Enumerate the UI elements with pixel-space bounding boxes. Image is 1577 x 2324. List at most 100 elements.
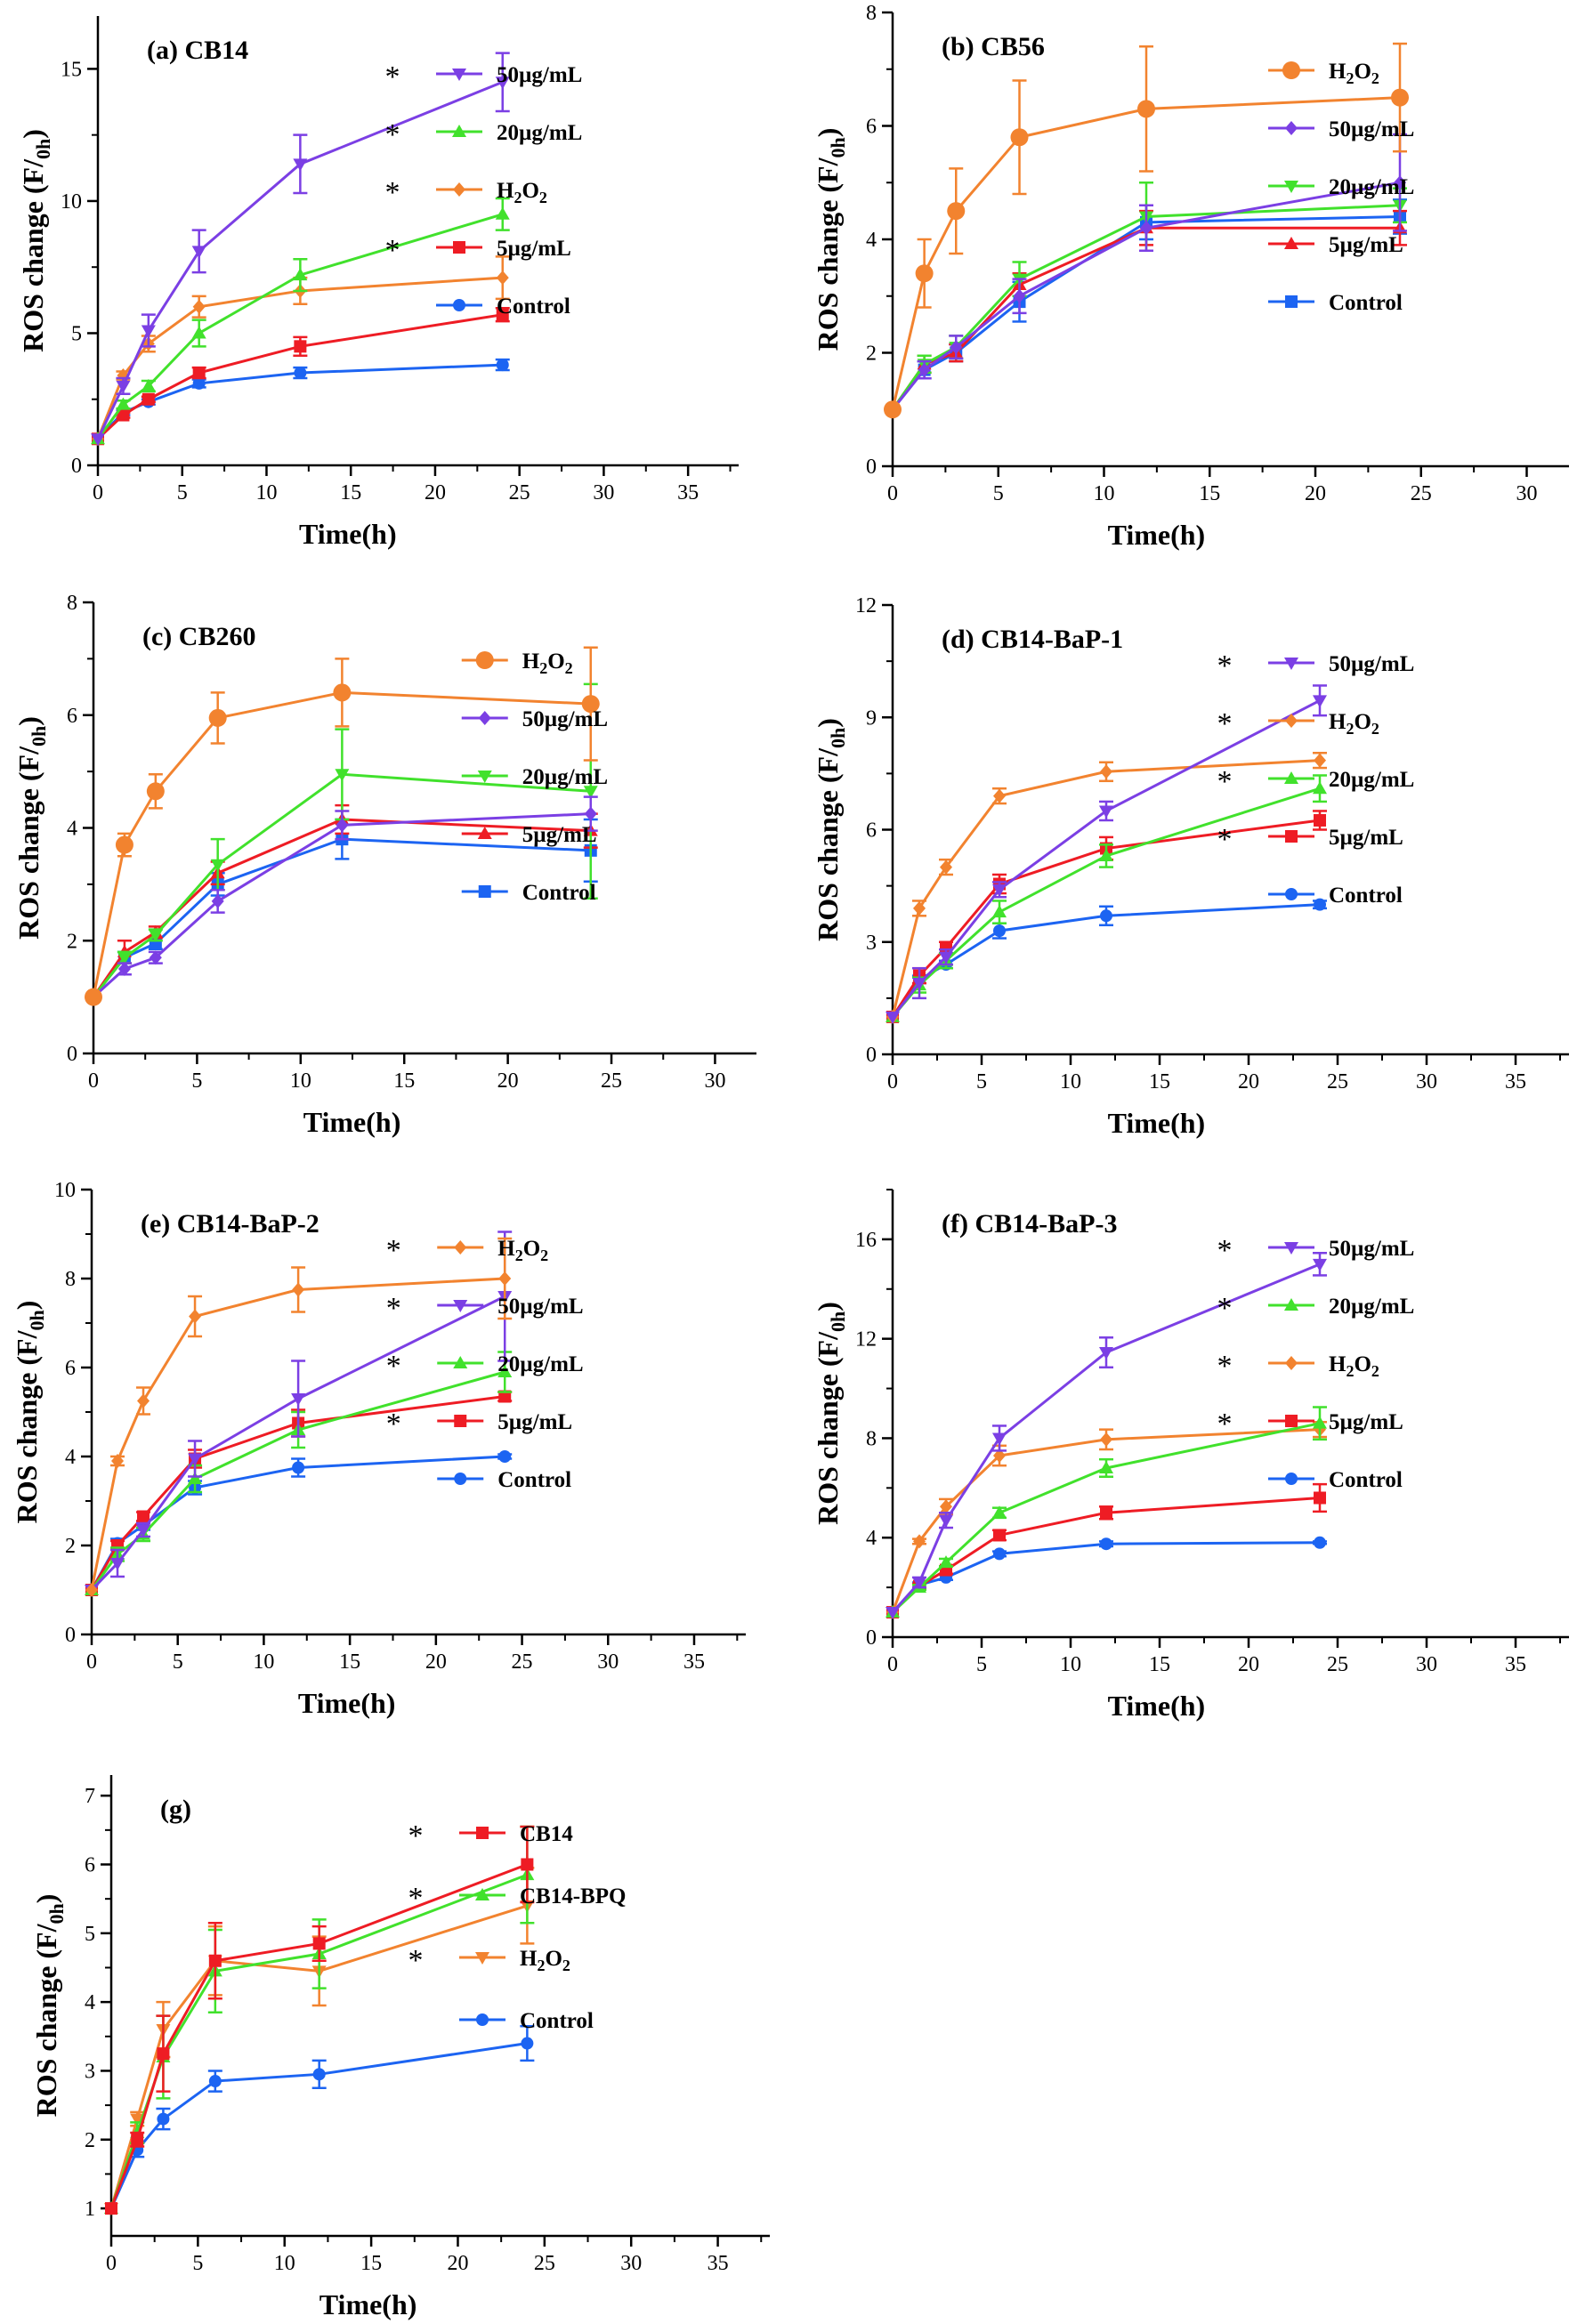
data-point [498,1450,512,1463]
x-tick-label: 5 [177,481,188,504]
legend-item-50ug-ml-marker [478,711,491,725]
data-point [111,1454,125,1468]
data-point [142,392,155,406]
panel-title: (a) CB14 [147,36,248,65]
data-point [157,2047,170,2061]
series-line [109,2042,528,2209]
data-point [1313,1416,1327,1429]
x-axis-label: Time(h) [298,1687,396,1719]
data-point [312,1937,326,1950]
significance-star: * [385,118,400,151]
x-tick-label: 30 [1516,482,1538,505]
x-tick-label: 20 [1238,1653,1259,1676]
x-tick-label: 15 [1199,482,1220,505]
data-point [312,2068,326,2081]
x-tick-label: 35 [708,2252,729,2275]
data-point [992,1505,1007,1519]
legend-item-control-marker [454,1473,467,1485]
x-tick-label: 10 [253,1650,274,1674]
panel-title: (b) CB56 [942,32,1045,61]
series-50ug-ml [886,1252,1327,1620]
data-point [993,924,1006,938]
data-point [137,1393,150,1408]
legend-label: 5µg/mL [1329,826,1403,850]
x-tick-label: 10 [255,481,277,504]
legend-item-5ug-ml-marker [453,241,465,254]
legend-item-h2o2-marker [1285,1356,1298,1370]
legend-label: Control [497,1468,571,1492]
legend-item-control-marker [1285,295,1298,308]
legend-label: 50µg/mL [522,707,608,731]
data-point [1100,1537,1112,1551]
legend-item-h2o2-marker [1282,61,1300,79]
data-point [939,1555,953,1569]
x-tick-label: 20 [1305,482,1326,505]
data-point [1314,813,1326,827]
y-tick-label: 12 [855,594,877,617]
x-tick-label: 15 [340,481,361,504]
data-point [1391,88,1409,107]
y-tick-label: 10 [61,190,82,214]
y-tick-label: 0 [866,456,877,479]
significance-star: * [386,1234,401,1267]
legend-item-5ug-ml-marker [477,827,492,839]
data-point [939,1514,953,1528]
x-tick-label: 0 [887,1653,898,1676]
data-point [1394,175,1406,190]
data-point [157,2112,170,2126]
x-tick-label: 30 [593,481,614,504]
x-tick-label: 30 [1416,1070,1437,1093]
significance-star: * [1217,1350,1233,1383]
y-axis-label: ROS change (F/0h) [30,1894,68,2118]
series-20ug-ml [91,197,510,445]
legend-item-control-marker [1285,888,1298,900]
data-point [495,206,510,220]
data-point [947,202,966,221]
series-line [891,903,1321,1018]
legend-item-5ug-ml-marker [454,1415,467,1427]
chart-panel-g: 0 5 10 15 20 25 30 35 1 2 3 4 5 6 7 Time(h) ROS change (… [30,1775,770,2320]
y-tick-label: 4 [85,1991,95,2014]
chart-panel-b: 0 5 10 15 20 25 30 0 2 4 6 8 Time(h) ROS change (F/0h… [812,2,1569,551]
data-point [1314,1536,1326,1549]
data-point [115,835,133,854]
legend: 50µg/mL * 20µg/mL * H2O2 * 5µg/mL * Control [385,61,583,319]
data-point [1099,1460,1113,1473]
x-tick-label: 5 [191,1069,202,1093]
x-tick-label: 25 [509,481,530,504]
significance-star: * [408,1882,424,1915]
data-point [912,978,926,991]
legend-label: H2O2 [522,650,573,677]
data-point [950,340,963,355]
x-axis-label: Time(h) [1108,1690,1206,1722]
x-tick-label: 35 [1505,1653,1526,1676]
x-axis-label: Time(h) [303,1106,401,1138]
data-point [137,1510,150,1523]
panel-title: (g) [160,1795,191,1824]
legend-label: 5µg/mL [497,237,571,261]
data-point [1137,100,1155,118]
data-point [1313,1258,1327,1271]
data-point [291,1393,306,1406]
legend-item-control-marker [476,2013,489,2026]
y-tick-label: 0 [65,1624,76,1647]
y-tick-label: 10 [54,1179,76,1202]
data-point [293,158,308,172]
data-point [117,408,130,422]
x-tick-label: 20 [497,1069,519,1093]
data-point [208,708,227,727]
legend-label: Control [520,2009,594,2033]
legend-label: 20µg/mL [1329,175,1414,199]
x-axis-label: Time(h) [1108,1107,1206,1139]
data-point [1313,695,1327,708]
data-point [116,397,131,410]
legend-label: H2O2 [1329,710,1379,738]
data-point [992,1432,1007,1446]
x-tick-label: 25 [534,2252,555,2275]
legend-item-h2o2-marker [475,651,494,669]
data-point [993,788,1006,803]
legend-label: H2O2 [1329,60,1379,87]
data-point [117,961,131,976]
chart-panel-f: 0 5 10 15 20 25 30 35 0 4 8 12 16 Time(h) ROS change (… [812,1189,1569,1722]
x-tick-label: 25 [601,1069,622,1093]
